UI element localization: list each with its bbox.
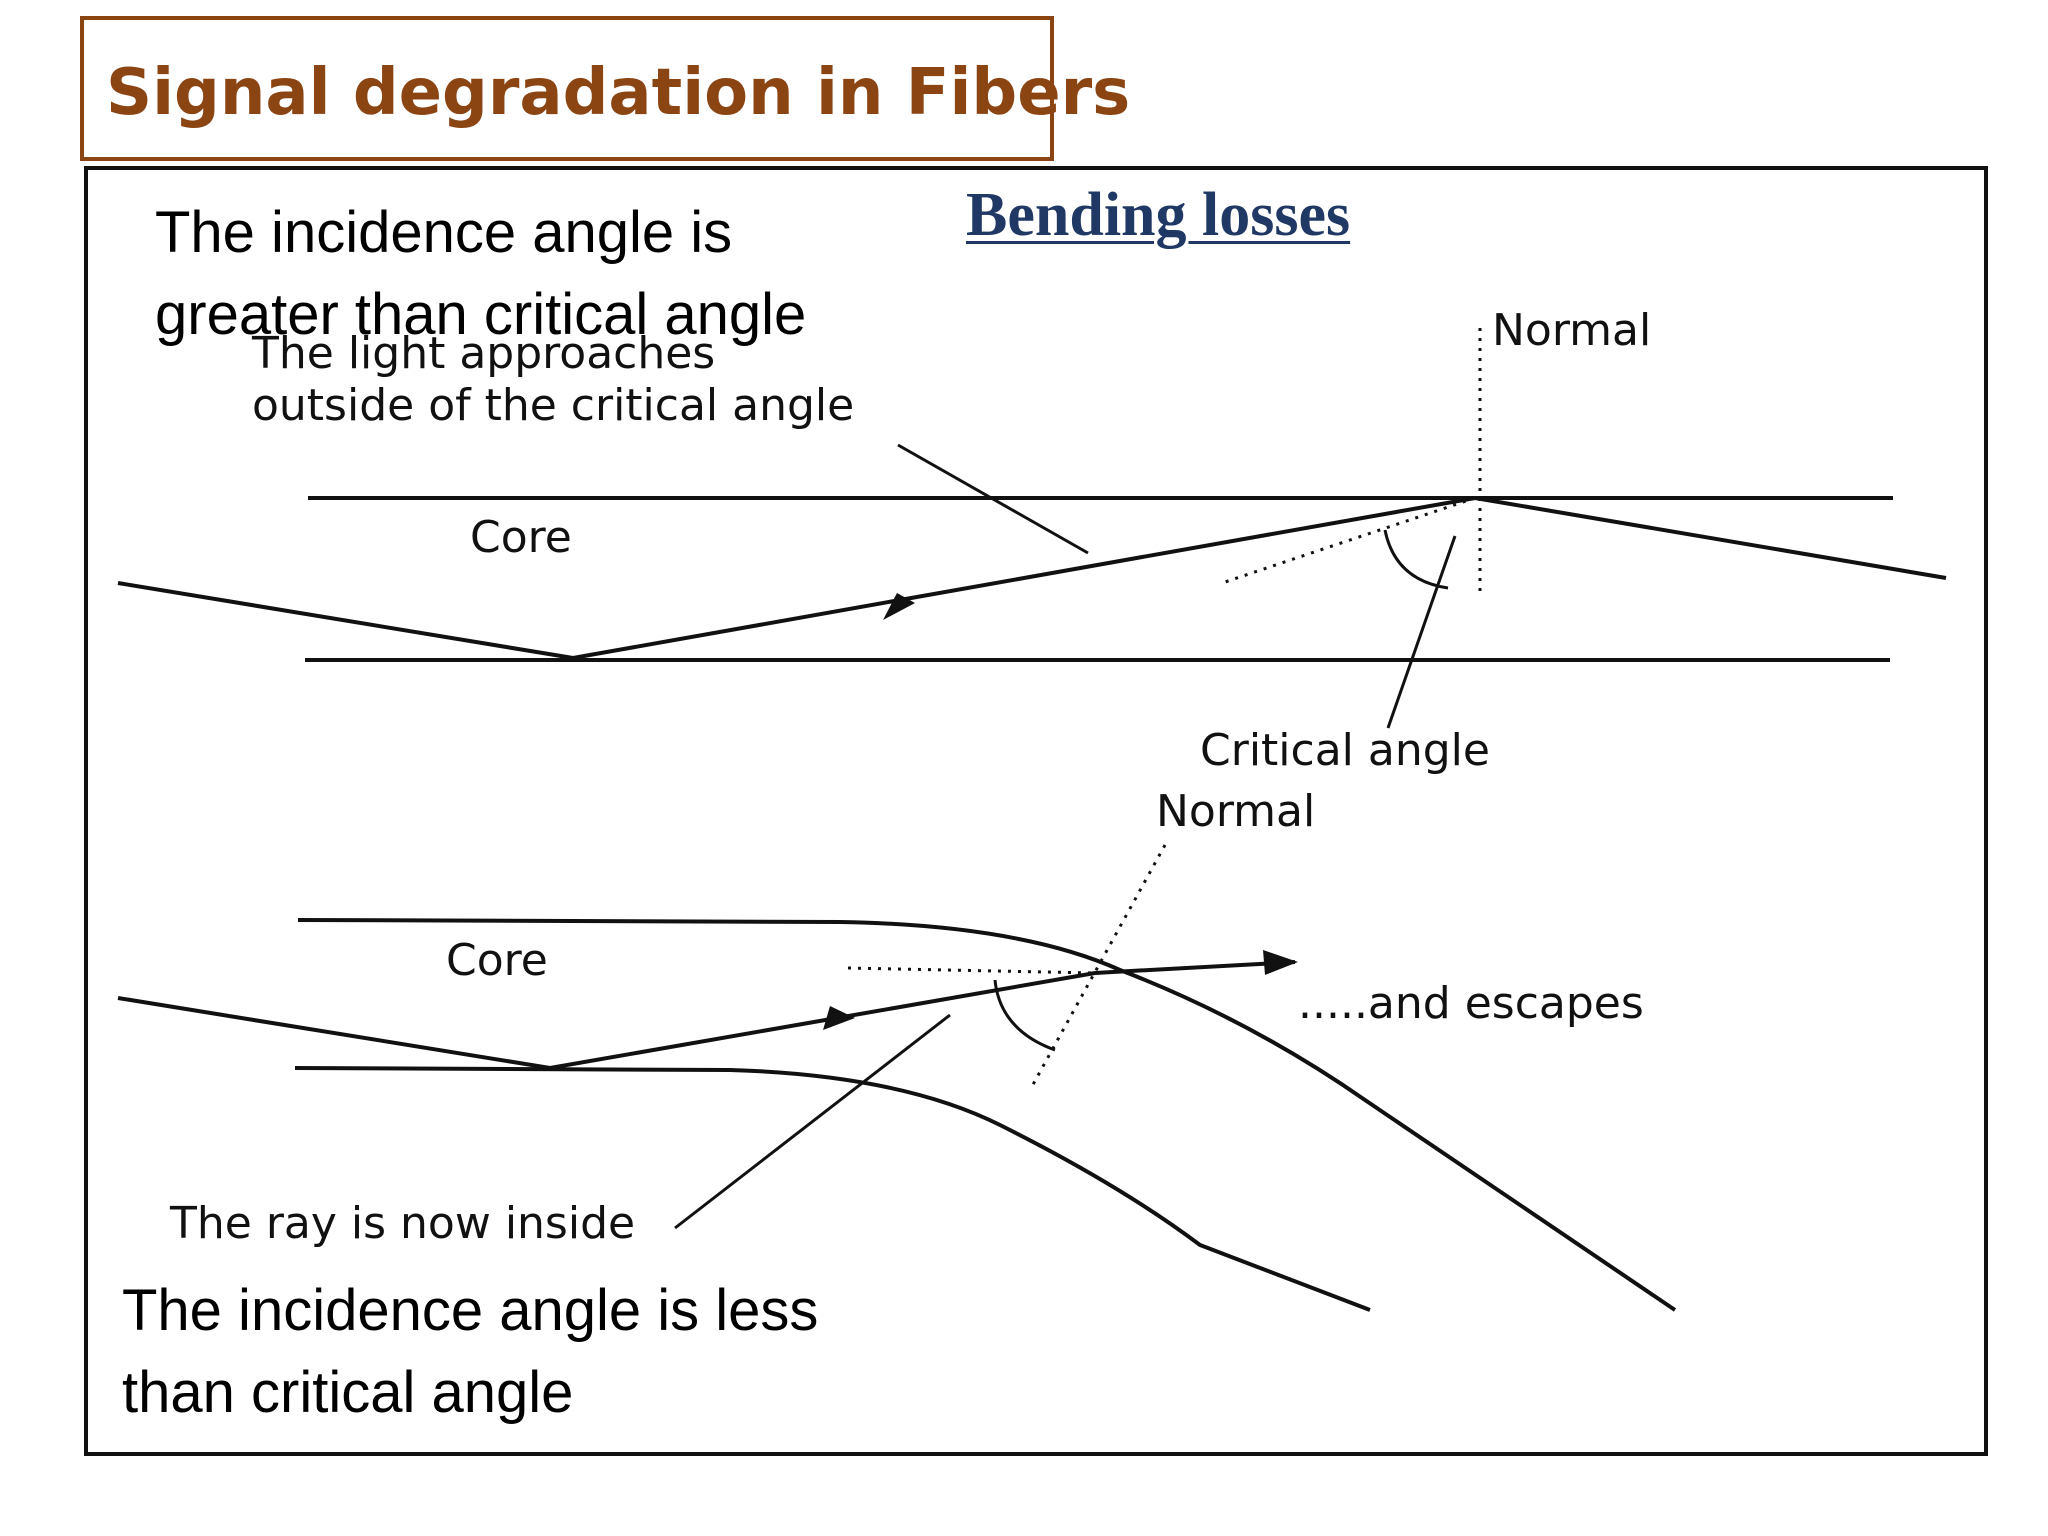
slide-title: Signal degradation in Fibers	[106, 56, 1131, 130]
bottom-note-line-2: than critical angle	[122, 1360, 574, 1425]
critical-angle-leader	[1386, 535, 1457, 729]
content-frame	[84, 166, 1988, 1456]
top-caption-leader	[897, 443, 1089, 555]
section-heading: Bending losses	[966, 181, 1351, 249]
top-caption-line-1: The light approaches	[251, 328, 715, 379]
bottom-note-line-1: The incidence angle is less	[122, 1278, 819, 1343]
bottom-caption-leader	[674, 1013, 951, 1230]
bottom-core-lower-boundary	[294, 1066, 1371, 1312]
bottom-reference-line	[847, 966, 1096, 975]
bottom-caption: The ray is now inside	[169, 1198, 635, 1249]
bottom-note: The incidence angle is less than critica…	[122, 1270, 818, 1434]
top-caption-line-2: outside of the critical angle	[252, 380, 854, 431]
slide-title-box: Signal degradation in Fibers	[80, 16, 1130, 161]
top-light-ray	[117, 495, 1947, 661]
top-note-line-2: greater than critical angle	[155, 282, 807, 347]
bottom-normal-label: Normal	[1156, 786, 1315, 837]
top-figure: The light approaches outside of the crit…	[117, 305, 1947, 776]
bottom-figure: Core Normal .....and escapes The ray is …	[117, 786, 1677, 1312]
bottom-normal-line	[1028, 844, 1167, 1091]
top-note: The incidence angle is greater than crit…	[155, 192, 806, 356]
bottom-light-ray	[117, 960, 1296, 1071]
bottom-core-label: Core	[446, 935, 548, 986]
escape-label: .....and escapes	[1298, 978, 1644, 1029]
top-core-label: Core	[470, 512, 572, 563]
top-critical-line	[1224, 496, 1476, 584]
top-note-line-1: The incidence angle is	[155, 200, 733, 265]
bottom-ray-arrowhead-2	[1263, 950, 1298, 975]
critical-angle-label: Critical angle	[1200, 725, 1490, 776]
bottom-angle-arc	[993, 979, 1056, 1052]
top-ray-arrowhead	[883, 593, 915, 620]
bottom-ray-arrowhead-1	[823, 1006, 855, 1030]
top-normal-label: Normal	[1492, 305, 1651, 356]
